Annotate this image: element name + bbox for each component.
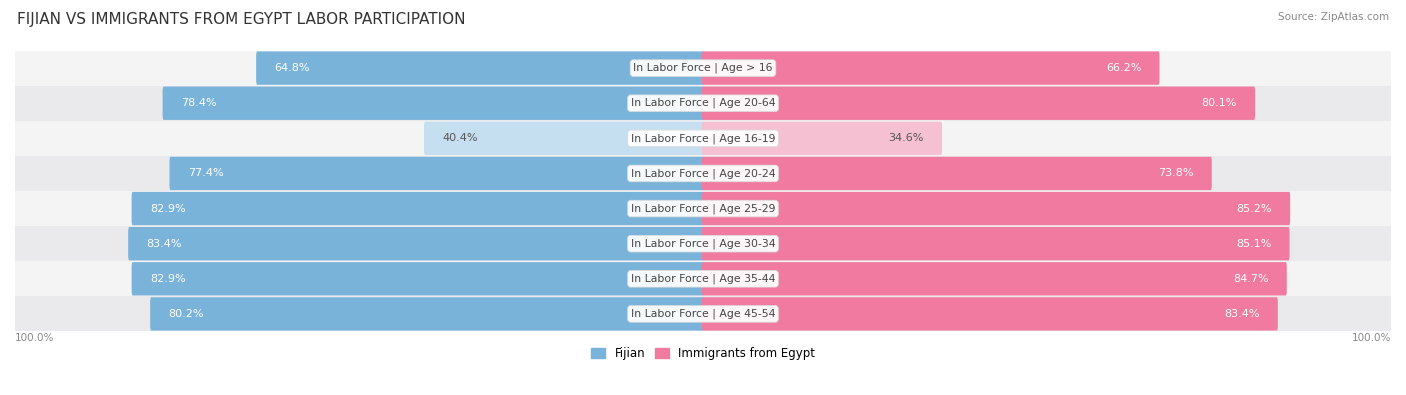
Text: 66.2%: 66.2% <box>1107 63 1142 73</box>
FancyBboxPatch shape <box>702 122 942 155</box>
Text: 40.4%: 40.4% <box>443 134 478 143</box>
FancyBboxPatch shape <box>163 87 704 120</box>
Text: 85.2%: 85.2% <box>1236 203 1272 214</box>
Text: FIJIAN VS IMMIGRANTS FROM EGYPT LABOR PARTICIPATION: FIJIAN VS IMMIGRANTS FROM EGYPT LABOR PA… <box>17 12 465 27</box>
FancyBboxPatch shape <box>702 192 1291 225</box>
Text: 34.6%: 34.6% <box>889 134 924 143</box>
Bar <box>15 261 1391 296</box>
Text: In Labor Force | Age 16-19: In Labor Force | Age 16-19 <box>631 133 775 144</box>
Text: 80.1%: 80.1% <box>1202 98 1237 108</box>
Text: 100.0%: 100.0% <box>1351 333 1391 343</box>
FancyBboxPatch shape <box>702 87 1256 120</box>
Text: In Labor Force | Age 25-29: In Labor Force | Age 25-29 <box>631 203 775 214</box>
Legend: Fijian, Immigrants from Egypt: Fijian, Immigrants from Egypt <box>586 342 820 365</box>
Bar <box>15 156 1391 191</box>
Text: Source: ZipAtlas.com: Source: ZipAtlas.com <box>1278 12 1389 22</box>
Text: 84.7%: 84.7% <box>1233 274 1268 284</box>
Text: 83.4%: 83.4% <box>146 239 181 249</box>
Text: 73.8%: 73.8% <box>1159 168 1194 179</box>
FancyBboxPatch shape <box>702 297 1278 331</box>
Text: In Labor Force | Age 30-34: In Labor Force | Age 30-34 <box>631 239 775 249</box>
FancyBboxPatch shape <box>150 297 704 331</box>
Text: 100.0%: 100.0% <box>15 333 55 343</box>
FancyBboxPatch shape <box>132 262 704 295</box>
Text: 83.4%: 83.4% <box>1225 309 1260 319</box>
Text: 80.2%: 80.2% <box>169 309 204 319</box>
Bar <box>15 86 1391 121</box>
FancyBboxPatch shape <box>702 157 1212 190</box>
FancyBboxPatch shape <box>425 122 704 155</box>
FancyBboxPatch shape <box>128 227 704 260</box>
Text: 77.4%: 77.4% <box>187 168 224 179</box>
Text: In Labor Force | Age 45-54: In Labor Force | Age 45-54 <box>631 308 775 319</box>
Text: 82.9%: 82.9% <box>150 203 186 214</box>
Text: 64.8%: 64.8% <box>274 63 309 73</box>
Text: In Labor Force | Age > 16: In Labor Force | Age > 16 <box>633 63 773 73</box>
Bar <box>15 51 1391 86</box>
Bar <box>15 226 1391 261</box>
Text: 78.4%: 78.4% <box>181 98 217 108</box>
Bar <box>15 191 1391 226</box>
Text: In Labor Force | Age 20-64: In Labor Force | Age 20-64 <box>631 98 775 109</box>
FancyBboxPatch shape <box>702 227 1289 260</box>
FancyBboxPatch shape <box>132 192 704 225</box>
FancyBboxPatch shape <box>170 157 704 190</box>
Text: 85.1%: 85.1% <box>1236 239 1271 249</box>
Bar <box>15 121 1391 156</box>
Text: In Labor Force | Age 20-24: In Labor Force | Age 20-24 <box>631 168 775 179</box>
FancyBboxPatch shape <box>702 262 1286 295</box>
FancyBboxPatch shape <box>256 51 704 85</box>
FancyBboxPatch shape <box>702 51 1160 85</box>
Text: 82.9%: 82.9% <box>150 274 186 284</box>
Text: In Labor Force | Age 35-44: In Labor Force | Age 35-44 <box>631 274 775 284</box>
Bar <box>15 296 1391 331</box>
